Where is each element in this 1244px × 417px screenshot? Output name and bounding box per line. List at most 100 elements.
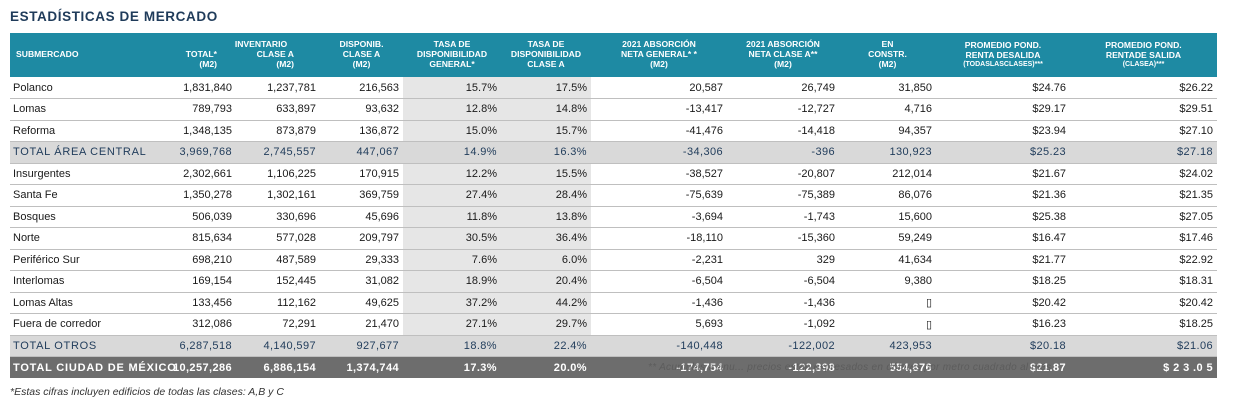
cell-inventario-total: 10,257,286	[142, 356, 236, 378]
cell-renta-desalida: $21.36	[936, 184, 1070, 207]
header-absorcion-general: 2021 ABSORCIÓN NETA GENERAL* * (M2)	[591, 33, 727, 77]
header-clase-a: CLASE A	[256, 49, 294, 60]
cell-renta-desalida: $23.94	[936, 120, 1070, 142]
market-stats-table: SUBMERCADO INVENTARIO TOTAL* CLASE A (M2…	[10, 33, 1217, 378]
cell-inventario-clase-a: 1,302,161	[236, 184, 320, 207]
cell-disponib: 93,632	[320, 98, 403, 121]
cell-renta-salida: $18.31	[1070, 270, 1217, 293]
cell-renta-salida: $26.22	[1070, 77, 1217, 99]
cell-tasa-clase-a: 22.4%	[501, 335, 591, 357]
cell-en-construccion: 4,716	[839, 98, 936, 121]
header-renta-desalida-l1: PROMEDIO POND.	[964, 40, 1042, 51]
cell-inventario-clase-a: 487,589	[236, 249, 320, 271]
header-submercado: SUBMERCADO	[10, 33, 142, 77]
header-tasa-clase-a: TASA DE DISPONIBILIDAD CLASE A	[501, 33, 591, 77]
cell-renta-desalida: $18.25	[936, 270, 1070, 293]
table-body: Polanco 1,831,840 1,237,781 216,563 15.7% 17.…	[10, 77, 1217, 378]
cell-tasa-general: 15.0%	[403, 120, 501, 142]
header-disponib-l1: DISPONIB.	[339, 39, 384, 50]
cell-tasa-general: 11.8%	[403, 206, 501, 228]
header-absorcion-general-l2: NETA GENERAL* *	[621, 49, 697, 60]
cell-renta-desalida: $21.77	[936, 249, 1070, 271]
cell-submercado: Interlomas	[10, 270, 142, 293]
header-absorcion-clase-a-unit: (M2)	[774, 58, 792, 69]
cell-absorcion-clase-a: -6,504	[727, 270, 839, 293]
cell-renta-desalida: $29.17	[936, 98, 1070, 121]
page-title: ESTADÍSTICAS DE MERCADO	[10, 9, 218, 24]
cell-tasa-general: 37.2%	[403, 292, 501, 314]
header-disponib: DISPONIB. CLASE A (M2)	[320, 33, 403, 77]
header-tasa-clase-a-l2: DISPONIBILIDAD	[510, 49, 582, 60]
cell-absorcion-general: 20,587	[591, 77, 727, 99]
cell-renta-desalida: $24.76	[936, 77, 1070, 99]
cell-en-construccion: 59,249	[839, 227, 936, 250]
cell-disponib: 31,082	[320, 270, 403, 293]
cell-en-construccion: 31,850	[839, 77, 936, 99]
cell-inventario-clase-a: 6,886,154	[236, 356, 320, 378]
cell-absorcion-general: 5,693	[591, 313, 727, 336]
header-renta-salida-l1: PROMEDIO POND.	[1105, 40, 1182, 51]
header-en-construccion-l1: EN	[881, 39, 894, 50]
cell-absorcion-general: -2,231	[591, 249, 727, 271]
cell-absorcion-clase-a: -1,743	[727, 206, 839, 228]
cell-inventario-total: 698,210	[142, 249, 236, 271]
cell-tasa-clase-a: 15.5%	[501, 163, 591, 185]
cell-en-construccion: 86,076	[839, 184, 936, 207]
cell-renta-salida: $17.46	[1070, 227, 1217, 250]
cell-disponib: 136,872	[320, 120, 403, 142]
grand-total-row: TOTAL CIUDAD DE MÉXICO 10,257,286 6,886,15…	[10, 356, 1217, 378]
cell-renta-desalida: $16.23	[936, 313, 1070, 336]
cell-renta-salida: $27.05	[1070, 206, 1217, 228]
table-row: Interlomas 169,154 152,445 31,082 18.9% 20.4%…	[10, 270, 1217, 293]
header-tasa-general: TASA DE DISPONIBILIDAD GENERAL*	[403, 33, 501, 77]
cell-absorcion-general: -41,476	[591, 120, 727, 142]
cell-inventario-total: 3,969,768	[142, 141, 236, 164]
cell-renta-salida: $27.10	[1070, 120, 1217, 142]
cell-en-construccion: 212,014	[839, 163, 936, 185]
table-row: Lomas Altas 133,456 112,162 49,625 37.2% 44.2…	[10, 292, 1217, 314]
cell-renta-salida: $21.35	[1070, 184, 1217, 207]
cell-disponib: 170,915	[320, 163, 403, 185]
cell-submercado: TOTAL CIUDAD DE MÉXICO	[10, 356, 176, 378]
cell-tasa-general: 14.9%	[403, 141, 501, 164]
cell-en-construccion: ▯	[839, 292, 936, 314]
header-en-construccion-l2: CONSTR.	[868, 49, 907, 60]
cell-tasa-general: 12.2%	[403, 163, 501, 185]
cell-renta-salida: $24.02	[1070, 163, 1217, 185]
cell-tasa-general: 18.8%	[403, 335, 501, 357]
header-disponib-unit: (M2)	[352, 58, 371, 69]
cell-absorcion-clase-a: -1,092	[727, 313, 839, 336]
cell-renta-salida: $29.51	[1070, 98, 1217, 121]
header-renta-salida-l3: (CLASEA)***	[1122, 60, 1165, 68]
header-renta-desalida: PROMEDIO POND. RENTA DESALIDA (TODASLASC…	[936, 33, 1070, 77]
cell-absorcion-clase-a: -122,002	[727, 335, 839, 357]
header-renta-desalida-l3: (TODASLASCLASES)***	[963, 60, 1043, 68]
header-absorcion-clase-a-l2: NETA CLASE A**	[748, 49, 818, 60]
cell-renta-desalida: $21.87	[936, 356, 1070, 378]
cell-tasa-general: 30.5%	[403, 227, 501, 250]
cell-en-construccion: 423,953	[839, 335, 936, 357]
cell-tasa-clase-a: 36.4%	[501, 227, 591, 250]
cell-inventario-total: 815,634	[142, 227, 236, 250]
cell-renta-desalida: $25.23	[936, 141, 1070, 164]
cell-inventario-clase-a: 873,879	[236, 120, 320, 142]
cell-tasa-clase-a: 16.3%	[501, 141, 591, 164]
cell-absorcion-clase-a: -396	[727, 141, 839, 164]
cell-inventario-clase-a: 330,696	[236, 206, 320, 228]
cell-en-construccion: 15,600	[839, 206, 936, 228]
cell-absorcion-clase-a: -12,727	[727, 98, 839, 121]
cell-inventario-total: 169,154	[142, 270, 236, 293]
cell-en-construccion: 554,876	[839, 356, 936, 378]
cell-inventario-total: 6,287,518	[142, 335, 236, 357]
cell-renta-salida: $22.92	[1070, 249, 1217, 271]
header-inventario: INVENTARIO TOTAL* CLASE A (M2) (M2)	[142, 33, 320, 77]
cell-en-construccion: 130,923	[839, 141, 936, 164]
subtotal-row: TOTAL OTROS 6,287,518 4,140,597 927,677 18.8…	[10, 335, 1217, 357]
cell-absorcion-general: -3,694	[591, 206, 727, 228]
cell-renta-desalida: $20.18	[936, 335, 1070, 357]
cell-tasa-general: 27.1%	[403, 313, 501, 336]
cell-tasa-clase-a: 14.8%	[501, 98, 591, 121]
cell-inventario-clase-a: 633,897	[236, 98, 320, 121]
cell-renta-desalida: $20.42	[936, 292, 1070, 314]
cell-renta-salida: $ 2 3 .0 5	[1070, 356, 1217, 378]
